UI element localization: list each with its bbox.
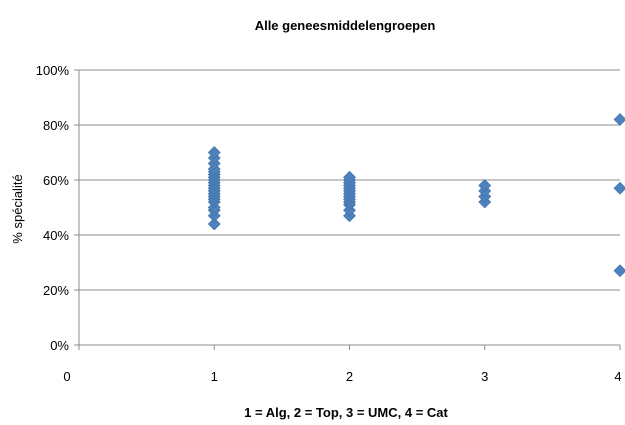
data-point <box>613 181 625 195</box>
data-points <box>207 113 625 278</box>
chart-title: Alle geneesmiddelengroepen <box>255 18 436 33</box>
data-point <box>478 179 492 192</box>
x-axis-ticks: 0 1 2 3 4 <box>63 345 622 384</box>
y-tick-label: 0% <box>50 338 69 353</box>
x-tick-label: 4 <box>614 369 621 384</box>
y-tick-label: 100% <box>36 63 70 78</box>
data-point <box>613 113 625 126</box>
y-tick-label: 20% <box>43 283 69 298</box>
y-tick-label: 40% <box>43 228 69 243</box>
x-tick-label: 1 <box>211 369 218 384</box>
x-axis-title: 1 = Alg, 2 = Top, 3 = UMC, 4 = Cat <box>244 405 448 420</box>
y-axis-title: % spécialité <box>10 174 25 243</box>
x-tick-label: 0 <box>63 369 70 384</box>
y-axis-ticks: 0% 20% 40% 60% 80% 100% <box>36 63 79 353</box>
x-tick-label: 3 <box>481 369 488 384</box>
y-tick-label: 80% <box>43 118 69 133</box>
data-point <box>207 146 221 159</box>
data-point <box>207 217 221 231</box>
data-point <box>343 170 356 184</box>
x-tick-label: 2 <box>346 369 353 384</box>
y-tick-label: 60% <box>43 173 69 188</box>
data-point <box>613 264 625 278</box>
